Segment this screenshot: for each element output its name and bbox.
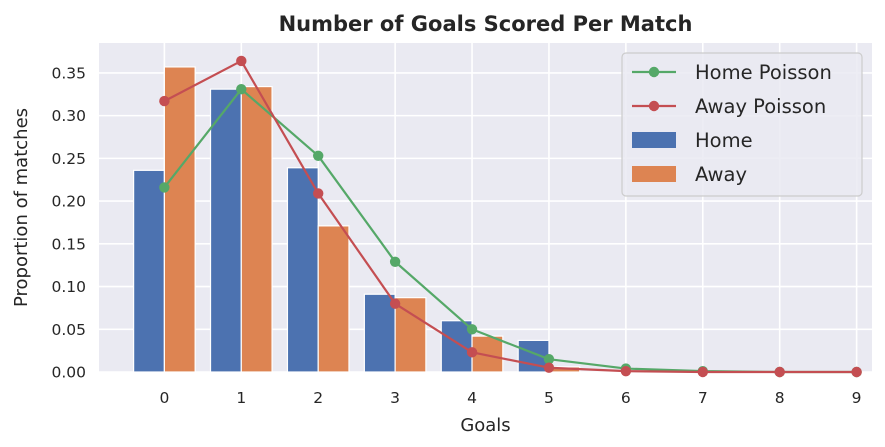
x-tick-label: 0 (159, 389, 169, 407)
bar-away (163, 66, 196, 373)
poisson-lines (159, 55, 862, 378)
x-tick-label: 2 (313, 389, 323, 407)
chart-title: Number of Goals Scored Per Match (279, 12, 693, 36)
x-tick-label: 1 (236, 389, 246, 407)
legend-marker-home-poisson (648, 66, 660, 78)
point-away-poisson (774, 366, 785, 378)
y-tick-label: 0.00 (51, 364, 86, 382)
y-tick-label: 0.20 (51, 193, 86, 211)
point-away-poisson (620, 365, 632, 377)
y-tick-label: 0.05 (51, 321, 86, 339)
y-tick-label: 0.15 (51, 235, 86, 253)
bar-home (363, 293, 396, 373)
x-tick-label: 7 (698, 389, 708, 407)
point-away-poisson (389, 298, 401, 309)
point-home-poisson (236, 83, 247, 95)
point-away-poisson (236, 55, 247, 67)
point-home-poisson (159, 182, 170, 193)
point-away-poisson (851, 366, 862, 378)
legend-label-home-poisson: Home Poisson (695, 61, 832, 84)
point-away-poisson (697, 366, 708, 378)
point-home-poisson (389, 256, 401, 267)
x-tick-label: 6 (621, 389, 631, 407)
bar-away (317, 225, 350, 373)
y-tick-labels: 0.00 0.05 0.10 0.15 0.20 0.25 0.30 0.35 (51, 64, 86, 381)
x-tick-label: 5 (544, 389, 554, 407)
legend-swatch-home (632, 132, 676, 148)
x-axis-label: Goals (460, 415, 510, 436)
x-tick-label: 3 (390, 389, 400, 407)
bar-away (240, 85, 273, 373)
x-tick-label: 4 (467, 389, 477, 407)
legend-label-away-poisson: Away Poisson (695, 95, 826, 118)
bars (133, 66, 581, 373)
x-tick-label: 9 (852, 389, 862, 407)
y-tick-label: 0.30 (51, 107, 86, 125)
point-home-poisson (543, 353, 555, 365)
point-home-poisson (466, 324, 478, 335)
y-tick-label: 0.10 (51, 278, 86, 296)
y-tick-label: 0.25 (51, 150, 86, 168)
legend: Home Poisson Away Poisson Home Away (621, 52, 863, 197)
bar-home (133, 169, 165, 373)
legend-label-home: Home (695, 129, 753, 152)
point-away-poisson (159, 95, 170, 107)
point-away-poisson (466, 347, 478, 358)
bar-away (394, 297, 427, 373)
x-tick-labels: 0 1 2 3 4 5 6 7 8 9 (159, 389, 861, 407)
point-away-poisson (543, 362, 555, 373)
y-tick-label: 0.35 (51, 64, 86, 82)
legend-marker-away-poisson (648, 100, 660, 112)
point-away-poisson (313, 188, 324, 199)
bar-home (209, 88, 242, 373)
line-away-poisson (163, 59, 857, 374)
point-home-poisson (313, 150, 324, 161)
legend-label-away: Away (695, 163, 747, 186)
y-axis-label: Proportion of matches (11, 108, 32, 307)
x-tick-label: 8 (775, 389, 785, 407)
bar-home (286, 167, 319, 373)
legend-swatch-away (632, 166, 676, 182)
legend-box (621, 52, 863, 197)
